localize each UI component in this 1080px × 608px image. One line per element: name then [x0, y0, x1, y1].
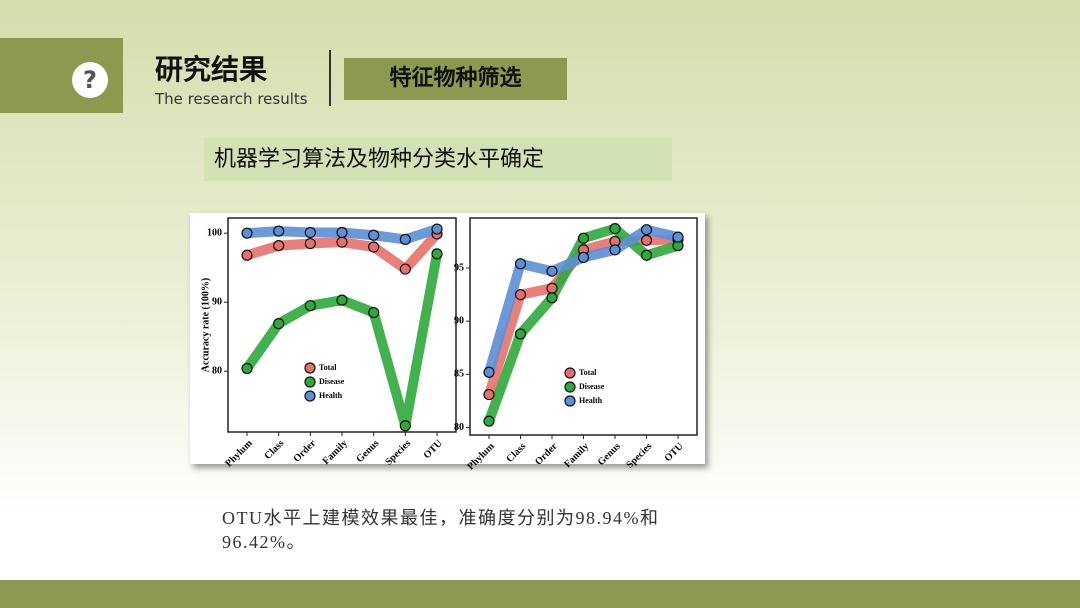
- divider: [329, 50, 331, 106]
- data-point: [577, 251, 590, 263]
- data-point: [514, 328, 527, 340]
- y-tick-label: 90: [212, 297, 222, 308]
- y-tick-label: 90: [454, 315, 464, 326]
- legend-label: Health: [579, 396, 603, 405]
- data-point: [273, 225, 285, 237]
- x-tick-label: Phylum: [223, 437, 255, 469]
- data-point: [336, 226, 348, 239]
- data-point: [431, 248, 443, 260]
- legend-label: Total: [319, 363, 337, 372]
- data-point: [514, 288, 527, 301]
- legend-swatch: [304, 390, 316, 402]
- chart-frame: [190, 213, 705, 464]
- data-point: [640, 234, 653, 246]
- data-point: [241, 362, 253, 375]
- x-tick-label: Phylum: [465, 440, 497, 472]
- data-point: [368, 241, 380, 253]
- legend-swatch: [564, 381, 576, 393]
- x-tick-label: Class: [263, 438, 287, 462]
- data-point: [273, 240, 285, 252]
- x-tick-label: Genus: [596, 441, 623, 468]
- data-point: [304, 300, 316, 312]
- legend-swatch: [564, 395, 576, 407]
- legend-swatch: [304, 362, 316, 374]
- header-subtitle: The research results: [155, 90, 308, 108]
- data-point: [399, 233, 411, 245]
- y-tick-label: 95: [454, 262, 464, 273]
- data-point: [609, 244, 621, 256]
- data-point: [304, 226, 316, 239]
- x-tick-label: OTU: [663, 441, 686, 464]
- x-tick-label: Class: [504, 441, 528, 465]
- data-point: [577, 232, 590, 244]
- data-point: [241, 249, 253, 261]
- data-point: [483, 388, 495, 401]
- data-point: [672, 231, 684, 243]
- data-point: [483, 415, 495, 427]
- y-axis-label: Accuracy rate (100%): [200, 278, 211, 372]
- x-tick-label: Order: [291, 438, 318, 465]
- legend-swatch: [564, 367, 576, 379]
- data-point: [336, 236, 348, 248]
- x-tick-label: Species: [383, 438, 413, 468]
- x-tick-label: Genus: [354, 438, 381, 465]
- data-point: [399, 420, 411, 432]
- x-tick-label: Order: [533, 441, 560, 468]
- data-point: [399, 263, 411, 275]
- header-icon: ?: [72, 62, 108, 98]
- data-point: [546, 292, 558, 304]
- data-point: [431, 223, 443, 235]
- data-point: [368, 229, 380, 241]
- section-title: 机器学习算法及物种分类水平确定: [204, 138, 672, 181]
- y-tick-label: 80: [454, 422, 464, 433]
- data-point: [640, 224, 653, 236]
- legend-label: Disease: [319, 377, 345, 386]
- y-tick-label: 80: [212, 366, 222, 377]
- y-tick-label: 100: [207, 227, 222, 238]
- header-title: 研究结果: [155, 53, 268, 86]
- data-point: [514, 258, 527, 270]
- footer-bar: [0, 580, 1080, 608]
- x-tick-label: Family: [321, 438, 350, 467]
- x-tick-label: OTU: [422, 438, 445, 461]
- legend-label: Disease: [579, 382, 605, 391]
- x-tick-label: Species: [624, 441, 654, 471]
- data-point: [609, 223, 621, 235]
- data-point: [241, 227, 253, 239]
- header-tag: 特征物种筛选: [344, 58, 567, 100]
- legend-label: Health: [319, 391, 343, 400]
- series-line: [242, 252, 442, 431]
- data-point: [483, 366, 495, 378]
- data-point: [336, 294, 348, 306]
- legend-swatch: [304, 376, 316, 388]
- data-point: [368, 306, 380, 319]
- data-point: [546, 282, 558, 294]
- legend-label: Total: [579, 368, 597, 377]
- y-tick-label: 85: [454, 369, 464, 380]
- body-text: OTU水平上建模效果最佳，准确度分别为98.94%和96.42%。: [222, 508, 660, 552]
- data-point: [640, 249, 653, 261]
- data-point: [273, 318, 285, 330]
- x-tick-label: Family: [562, 441, 591, 470]
- data-point: [304, 237, 316, 250]
- data-point: [546, 265, 558, 277]
